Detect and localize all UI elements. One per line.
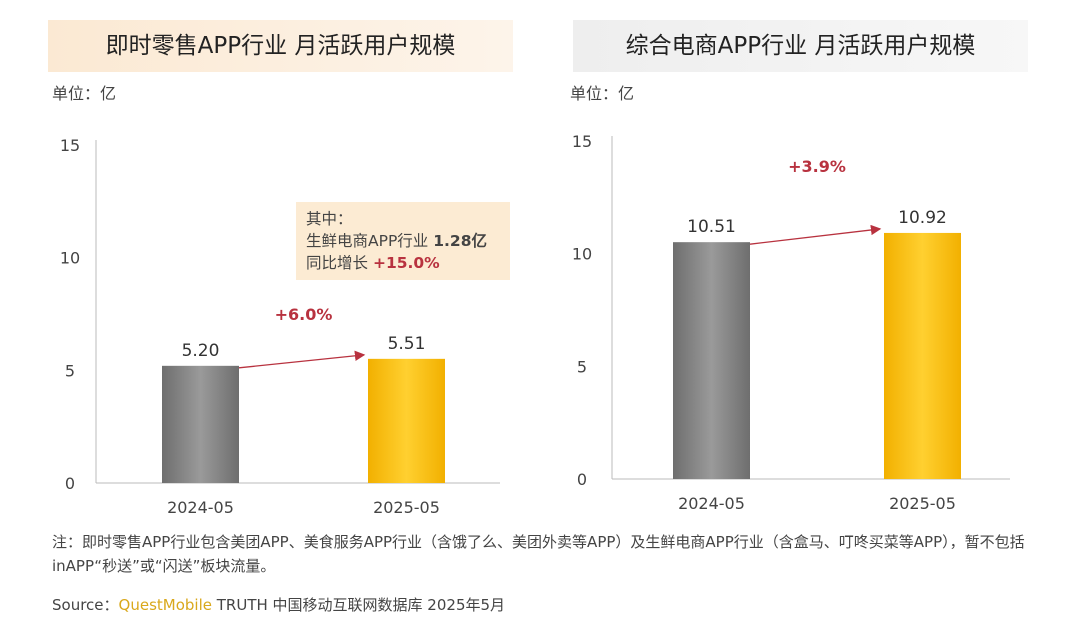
y-tick-label: 15 (60, 136, 80, 155)
bar-2025-05 (884, 232, 961, 479)
x-tick-label: 2025-05 (373, 498, 440, 517)
source-brand: QuestMobile (118, 596, 212, 614)
y-tick-label: 0 (577, 470, 587, 489)
chart-title-ecommerce: 综合电商APP行业 月活跃用户规模 (573, 20, 1028, 72)
fresh-ecommerce-callout: 其中： 生鲜电商APP行业 1.28亿 同比增长 +15.0% (296, 202, 510, 280)
callout-heading: 其中： (306, 210, 353, 228)
source-text: TRUTH 中国移动互联网数据库 2025年5月 (216, 596, 506, 614)
x-tick-label: 2024-05 (167, 498, 234, 517)
y-tick-label: 0 (65, 474, 75, 493)
growth-arrow (749, 224, 882, 245)
data-label: 10.51 (687, 217, 736, 237)
callout-fresh-value: 1.28亿 (433, 232, 487, 250)
data-label: 5.20 (182, 341, 220, 361)
unit-label-right: 单位：亿 (570, 84, 635, 103)
growth-arrow (238, 350, 366, 369)
y-tick-label: 10 (60, 249, 80, 268)
x-tick-label: 2024-05 (678, 494, 745, 513)
callout-fresh-label: 生鲜电商APP行业 (306, 232, 429, 250)
growth-label: +3.9% (788, 157, 846, 176)
callout-growth-label: 同比增长 (306, 254, 369, 272)
y-tick-label: 10 (572, 245, 592, 264)
source-line: Source：QuestMobile TRUTH 中国移动互联网数据库 2025… (52, 594, 505, 615)
data-label: 10.92 (898, 208, 947, 228)
bar-2025-05 (368, 358, 445, 483)
chart-title-instant-retail: 即时零售APP行业 月活跃用户规模 (48, 20, 513, 72)
y-tick-label: 5 (65, 361, 75, 380)
y-tick-label: 5 (577, 357, 587, 376)
y-tick-label: 15 (572, 132, 592, 151)
footnote: 注：即时零售APP行业包含美团APP、美食服务APP行业（含饿了么、美团外卖等A… (52, 533, 1025, 575)
data-label: 5.51 (388, 334, 426, 354)
callout-growth-value: +15.0% (372, 254, 440, 272)
unit-label-left: 单位：亿 (52, 84, 117, 103)
source-label: Source： (52, 596, 119, 614)
bar-2024-05 (162, 365, 239, 483)
bar-2024-05 (673, 242, 750, 479)
x-tick-label: 2025-05 (889, 494, 956, 513)
growth-label: +6.0% (275, 305, 333, 324)
